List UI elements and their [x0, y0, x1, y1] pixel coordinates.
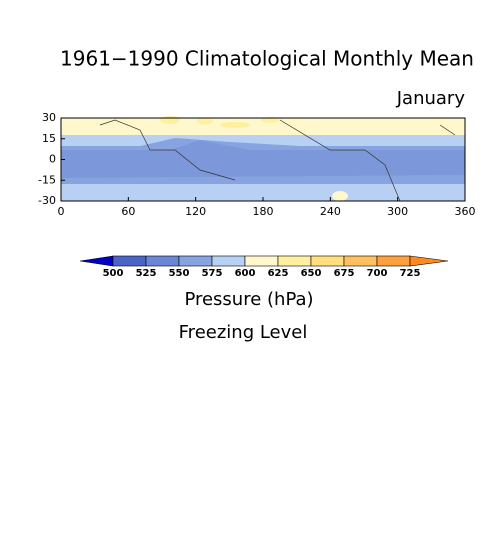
x-tick-label: 0 [58, 205, 65, 218]
coastline [99, 119, 456, 202]
month: January [396, 88, 466, 109]
y-tick-label: -30 [38, 194, 56, 207]
x-tick-label: 300 [387, 205, 408, 218]
y-tick-label: -15 [38, 173, 56, 186]
colorbar-label: 600 [235, 268, 256, 279]
colorbar-box [277, 255, 312, 267]
field-blob [220, 122, 250, 128]
colorbar-label: 500 [103, 268, 124, 279]
field-band [61, 184, 465, 201]
colorbar-label: 675 [334, 268, 355, 279]
title: 1961−1990 Climatological Monthly Mean [60, 47, 474, 71]
variable-label: Freezing Level [179, 322, 308, 343]
colorbar-label: 625 [268, 268, 289, 279]
colorbar-box [343, 255, 378, 267]
colorbar-box [178, 255, 213, 267]
x-tick-label: 180 [253, 205, 274, 218]
colorbar-label: 700 [367, 268, 388, 279]
field-blob [160, 116, 180, 124]
x-tick-label: 60 [121, 205, 135, 218]
colorbar-label: 550 [169, 268, 190, 279]
y-tick-label: 30 [42, 111, 56, 124]
colorbar-box [145, 255, 180, 267]
colorbar-box [211, 255, 246, 267]
x-tick-label: 240 [320, 205, 341, 218]
map: 0 60 120 180 240 300 360 30 15 0 -15 -30 [38, 111, 475, 218]
field-region [61, 140, 465, 178]
colorbar: 500 525 550 575 600 625 650 675 700 725 [79, 255, 449, 279]
colorbar-box [112, 255, 147, 267]
colorbar-label: 575 [202, 268, 223, 279]
colorbar-high-triangle [409, 255, 449, 267]
colorbar-box [310, 255, 345, 267]
colorbar-box [244, 255, 279, 267]
y-tick-label: 0 [49, 153, 56, 166]
x-tick-label: 120 [185, 205, 206, 218]
units-label: Pressure (hPa) [184, 289, 313, 310]
field-blob [332, 191, 348, 201]
field-blob [197, 117, 213, 125]
colorbar-label: 725 [400, 268, 421, 279]
x-tick-label: 360 [455, 205, 476, 218]
colorbar-low-triangle [79, 255, 114, 267]
y-tick-label: 15 [42, 132, 56, 145]
colorbar-label: 525 [136, 268, 157, 279]
colorbar-label: 650 [301, 268, 322, 279]
colorbar-box [376, 255, 411, 267]
field-band [61, 135, 465, 146]
